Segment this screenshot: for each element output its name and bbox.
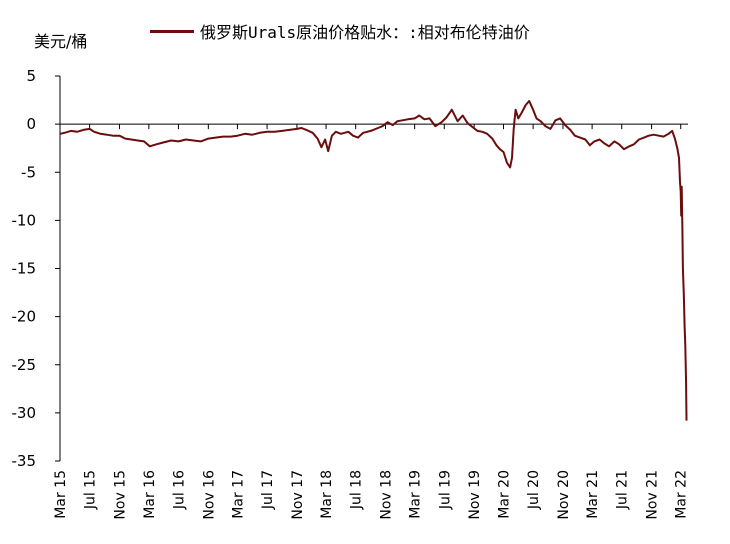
y-tick-label: -5 [21,163,36,181]
x-tick-label: Nov 16 [201,470,217,520]
y-tick-label: 5 [26,67,36,85]
y-tick-label: -20 [12,308,37,326]
x-tick-label: Jul 18 [349,470,365,510]
x-tick-label: Jul 17 [260,470,276,510]
x-tick-label: Mar 18 [319,470,335,519]
y-tick-label: -25 [12,356,37,374]
x-tick-label: Nov 15 [112,470,128,520]
x-tick-label: Nov 20 [556,470,572,520]
x-tick-label: Nov 21 [645,470,661,520]
x-tick-label: Mar 21 [585,470,601,519]
x-tick-label: Jul 16 [171,470,187,510]
x-tick-label: Mar 16 [142,470,158,519]
x-tick-label: Jul 19 [437,470,453,510]
y-tick-label: -15 [12,260,37,278]
legend-label: 俄罗斯Urals原油价格贴水：:相对布伦特油价 [200,23,530,42]
x-tick-label: Jul 20 [526,470,542,510]
x-tick-label: Mar 22 [674,470,690,519]
x-tick-label: Jul 15 [83,470,99,510]
legend-swatch [150,29,194,33]
series-line [59,100,688,421]
x-tick-label: Nov 17 [290,470,306,520]
y-axis-ticks: 5 0 -5 -10 -15 -20 -25 -30 -35 [12,67,60,470]
x-tick-label: Mar 17 [230,470,246,519]
x-tick-label: Nov 19 [467,470,483,520]
y-tick-label: 0 [26,115,36,133]
x-tick-label: Mar 20 [497,470,513,519]
x-tick-label: Mar 15 [53,470,69,519]
y-axis-label: 美元/桶 [34,32,88,51]
x-tick-label: Mar 19 [408,470,424,519]
x-axis-ticks: Mar 15 Jul 15 Nov 15 Mar 16 Jul 16 Nov 16 Mar … [53,124,690,520]
y-tick-label: -10 [12,211,37,229]
x-tick-label: Nov 18 [379,470,395,520]
y-tick-label: -30 [12,404,37,422]
y-tick-label: -35 [12,452,37,470]
x-tick-label: Jul 21 [615,470,631,510]
legend: 俄罗斯Urals原油价格贴水：:相对布伦特油价 [150,20,530,42]
axes [59,76,688,461]
